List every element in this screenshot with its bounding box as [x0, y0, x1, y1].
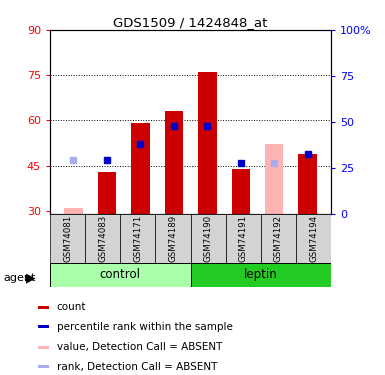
- Bar: [38, 346, 49, 349]
- Text: GSM74191: GSM74191: [239, 214, 248, 262]
- Text: GSM74171: GSM74171: [133, 214, 142, 262]
- Bar: [198, 72, 216, 214]
- Bar: [165, 111, 183, 214]
- Bar: [156, 214, 191, 262]
- Bar: [38, 306, 49, 309]
- Bar: [38, 365, 49, 368]
- Text: GSM74190: GSM74190: [204, 214, 213, 262]
- Bar: [298, 153, 317, 214]
- Text: GSM74081: GSM74081: [63, 214, 72, 262]
- Bar: [191, 262, 331, 287]
- Text: agent: agent: [4, 273, 36, 283]
- Bar: [50, 214, 85, 262]
- Bar: [85, 214, 120, 262]
- Bar: [120, 214, 156, 262]
- Text: leptin: leptin: [244, 268, 278, 281]
- Bar: [261, 214, 296, 262]
- Text: count: count: [57, 303, 86, 312]
- Text: GSM74194: GSM74194: [309, 214, 318, 262]
- Text: value, Detection Call = ABSENT: value, Detection Call = ABSENT: [57, 342, 222, 352]
- Bar: [98, 172, 116, 214]
- Bar: [231, 169, 250, 214]
- Text: ▶: ▶: [26, 272, 36, 285]
- Bar: [50, 262, 191, 287]
- Bar: [131, 123, 150, 214]
- Bar: [191, 214, 226, 262]
- Text: percentile rank within the sample: percentile rank within the sample: [57, 322, 233, 332]
- Text: GSM74083: GSM74083: [98, 214, 107, 262]
- Bar: [64, 208, 83, 214]
- Text: rank, Detection Call = ABSENT: rank, Detection Call = ABSENT: [57, 362, 217, 372]
- Text: control: control: [100, 268, 141, 281]
- Text: GSM74189: GSM74189: [169, 214, 177, 262]
- Text: GSM74192: GSM74192: [274, 214, 283, 262]
- Title: GDS1509 / 1424848_at: GDS1509 / 1424848_at: [114, 16, 268, 29]
- Bar: [226, 214, 261, 262]
- Bar: [265, 144, 283, 214]
- Bar: [38, 326, 49, 328]
- Bar: [296, 214, 331, 262]
